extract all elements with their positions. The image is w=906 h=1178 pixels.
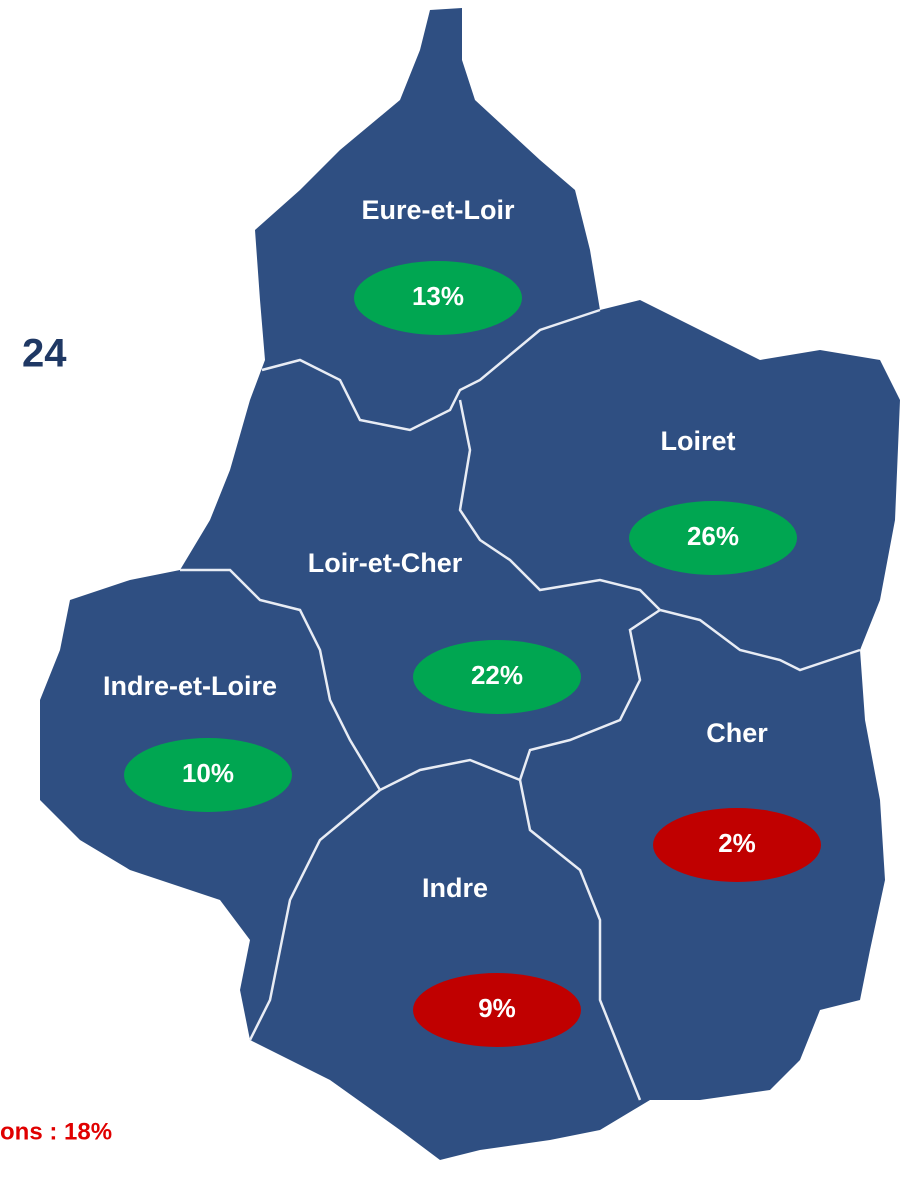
value-badge: [124, 738, 292, 812]
borders: [180, 308, 861, 1101]
note-fragment: ons : 18%: [0, 1118, 112, 1145]
region-name: Loir-et-Cher: [308, 548, 463, 578]
region-value: 10%: [182, 758, 234, 788]
value-badge: [413, 640, 581, 714]
region-value: 9%: [478, 993, 516, 1023]
value-badge: [354, 261, 522, 335]
region-name: Indre-et-Loire: [103, 671, 277, 701]
value-badge: [629, 501, 797, 575]
border: [518, 779, 642, 1101]
region-name: Cher: [706, 718, 768, 748]
region-name: Loiret: [660, 426, 735, 456]
region-value: 26%: [687, 521, 739, 551]
border: [458, 399, 861, 672]
region-name: Eure-et-Loir: [361, 195, 515, 225]
title-fragment: 24: [22, 332, 67, 376]
region-value: 22%: [471, 660, 523, 690]
border: [379, 758, 521, 792]
border: [180, 568, 382, 791]
value-badge: [413, 973, 581, 1047]
value-badge: [653, 808, 821, 882]
border: [248, 789, 381, 1041]
border: [261, 308, 601, 432]
region-value: 2%: [718, 828, 756, 858]
border: [518, 608, 661, 781]
region-value: 13%: [412, 281, 464, 311]
region-name: Indre: [422, 873, 488, 903]
